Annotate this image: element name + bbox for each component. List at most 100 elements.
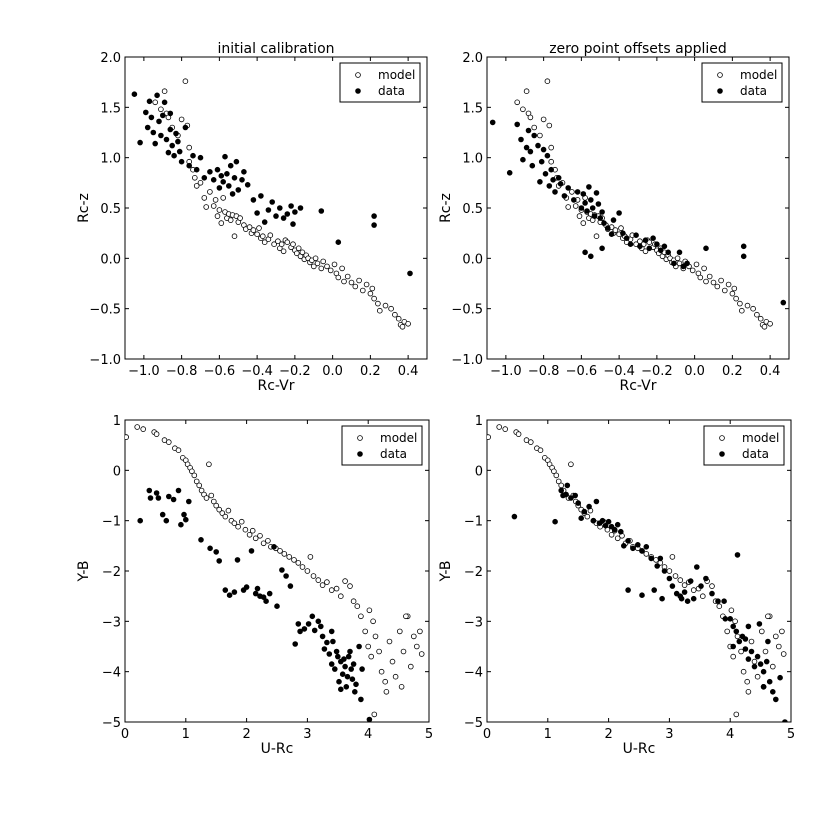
data-point-filled	[353, 681, 359, 688]
data-point-filled	[751, 663, 758, 670]
data-point-filled	[568, 495, 574, 501]
data-point-filled	[280, 215, 287, 221]
data-point-filled	[155, 495, 162, 501]
data-point-filled	[334, 653, 341, 660]
data-point-open	[392, 311, 398, 318]
data-point-filled	[625, 587, 631, 593]
data-point-filled	[651, 587, 657, 593]
data-point-open	[398, 683, 405, 690]
x-tick-label: −0.4	[603, 364, 635, 379]
data-point-filled	[558, 487, 564, 494]
data-point-filled	[345, 653, 352, 660]
data-point-filled	[301, 626, 308, 632]
data-point-filled	[572, 492, 578, 499]
data-point-filled	[684, 598, 691, 604]
y-tick-label: −1	[464, 515, 483, 530]
data-point-filled	[538, 158, 545, 165]
data-point-filled	[540, 146, 547, 153]
data-point-open	[779, 628, 785, 635]
y-tick-label: −5	[102, 716, 121, 731]
data-point-filled	[317, 623, 324, 630]
data-point-filled	[210, 177, 217, 183]
data-point-filled	[637, 243, 643, 250]
data-point-filled	[173, 130, 179, 137]
data-point-open	[259, 233, 266, 240]
data-point-open	[328, 587, 335, 593]
legend-marker-model	[355, 72, 361, 78]
data-point-filled	[198, 536, 204, 543]
data-point-filled	[288, 203, 294, 209]
data-point-filled	[326, 651, 333, 657]
data-point-filled	[550, 177, 556, 183]
data-point-open	[780, 651, 787, 657]
x-axis-label: Rc-Vr	[620, 378, 657, 394]
data-point-filled	[226, 592, 233, 598]
data-point-filled	[220, 179, 227, 185]
data-point-open	[246, 224, 253, 230]
data-point-filled	[260, 594, 267, 600]
data-point-filled	[650, 235, 656, 242]
chart-title: initial calibration	[217, 41, 334, 57]
data-point-filled	[250, 197, 257, 203]
data-point-filled	[587, 253, 594, 260]
data-point-filled	[165, 149, 172, 156]
data-point-filled	[176, 148, 183, 155]
data-point-filled	[578, 515, 584, 521]
data-point-filled	[542, 171, 549, 177]
data-point-open	[339, 265, 345, 272]
data-point-open	[745, 688, 752, 695]
data-point-open	[709, 583, 715, 589]
series-model	[152, 78, 411, 330]
data-point-open	[281, 551, 288, 557]
data-point-open	[382, 302, 389, 309]
data-point-filled	[690, 595, 697, 602]
data-point-filled	[657, 247, 664, 254]
data-point-open	[310, 263, 317, 270]
x-tick-label: −0.8	[166, 364, 198, 379]
data-point-open	[417, 628, 423, 635]
data-point-filled	[605, 518, 612, 525]
data-point-open	[249, 527, 256, 534]
data-point-filled	[671, 260, 677, 267]
data-point-filled	[763, 658, 770, 665]
data-point-filled	[552, 189, 558, 195]
data-point-filled	[610, 217, 617, 223]
plot-area	[124, 419, 430, 723]
data-point-open	[286, 554, 293, 560]
data-point-open	[310, 573, 317, 579]
data-point-open	[335, 274, 342, 281]
data-point-open	[161, 88, 168, 94]
data-point-open	[751, 658, 758, 665]
data-point-filled	[148, 114, 155, 121]
data-point-open	[553, 472, 560, 479]
data-point-filled	[586, 184, 592, 190]
data-point-filled	[233, 158, 240, 165]
data-point-filled	[283, 573, 289, 579]
data-point-filled	[648, 555, 654, 562]
data-point-filled	[158, 132, 164, 139]
y-tick-label: −5	[464, 716, 483, 731]
data-point-filled	[328, 661, 335, 667]
data-point-open	[672, 573, 679, 579]
data-point-filled	[564, 482, 571, 489]
x-tick-label: 5	[787, 727, 795, 742]
data-point-open	[278, 241, 285, 248]
data-point-open	[540, 116, 547, 123]
data-point-open	[182, 78, 189, 84]
data-point-filled	[328, 628, 335, 635]
data-point-filled	[623, 235, 630, 242]
x-tick-label: 0.2	[360, 364, 381, 379]
data-point-filled	[591, 213, 598, 219]
data-point-open	[418, 651, 425, 657]
data-point-filled	[227, 162, 234, 169]
data-point-filled	[669, 583, 676, 589]
data-point-open	[389, 658, 396, 665]
data-point-open	[350, 598, 357, 604]
data-point-filled	[182, 124, 189, 131]
data-point-filled	[661, 568, 668, 574]
legend-label-model: model	[378, 68, 415, 82]
data-point-filled	[587, 197, 594, 203]
data-point-filled	[511, 513, 518, 520]
data-point-open	[740, 668, 747, 675]
data-point-filled	[186, 162, 193, 169]
